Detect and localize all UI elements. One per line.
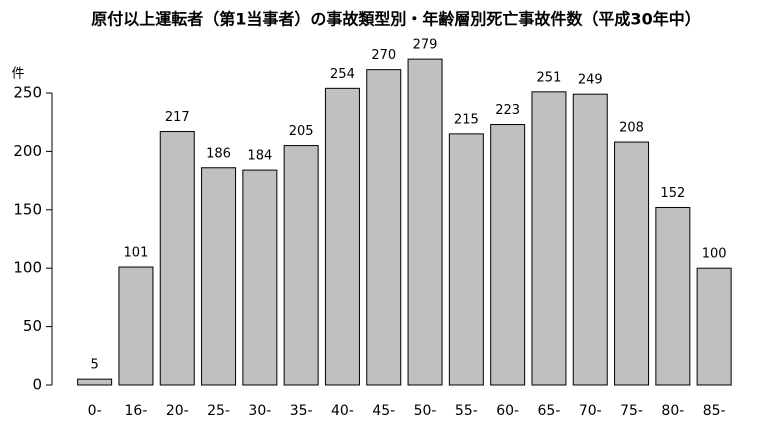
bar [614, 141, 650, 386]
value-label: 279 [413, 38, 438, 53]
x-tick-label: 80- [661, 403, 684, 419]
value-label: 5 [91, 358, 99, 373]
x-tick-label: 65- [538, 403, 561, 419]
value-label: 184 [247, 149, 272, 164]
value-label: 223 [495, 103, 520, 118]
y-tick-label: 150 [13, 200, 42, 218]
value-label: 249 [578, 73, 603, 88]
x-tick-label: 50- [414, 403, 437, 419]
x-tick-label: 60- [496, 403, 519, 419]
x-tick-label: 25- [207, 403, 230, 419]
bar [572, 93, 608, 386]
value-label: 208 [619, 121, 644, 136]
bar [490, 124, 526, 386]
x-tick-label: 70- [579, 403, 602, 419]
bar [531, 91, 567, 386]
y-tick-label: 0 [32, 376, 42, 394]
value-label: 101 [124, 246, 149, 261]
value-label: 152 [660, 186, 685, 201]
value-label: 100 [702, 247, 727, 262]
y-tick-label: 200 [13, 142, 42, 160]
x-tick-label: 55- [455, 403, 478, 419]
y-axis-label: 件 [11, 67, 24, 82]
x-tick-label: 75- [620, 403, 643, 419]
x-tick-label: 0- [88, 403, 102, 419]
x-tick-label: 20- [166, 403, 189, 419]
y-tick-label: 50 [23, 317, 42, 335]
chart-title: 原付以上運転者（第1当事者）の事故類型別・年齢層別死亡事故件数（平成30年中） [91, 10, 700, 29]
bar [201, 167, 237, 386]
value-label: 186 [206, 146, 231, 161]
y-tick-label: 250 [13, 84, 42, 102]
value-label: 205 [289, 124, 314, 139]
bar [407, 58, 443, 386]
bar [696, 267, 732, 386]
value-label: 215 [454, 112, 479, 127]
x-tick-label: 40- [331, 403, 354, 419]
bar [77, 378, 113, 386]
bar [448, 133, 484, 386]
value-label: 254 [330, 67, 355, 82]
y-tick-label: 100 [13, 259, 42, 277]
bar [242, 169, 278, 386]
bar [655, 206, 691, 386]
x-tick-label: 30- [248, 403, 271, 419]
bar [283, 145, 319, 386]
value-label: 251 [537, 70, 562, 85]
x-tick-label: 35- [290, 403, 313, 419]
bar [118, 266, 154, 386]
value-label: 270 [371, 48, 396, 63]
x-tick-label: 16- [125, 403, 148, 419]
bar [366, 69, 402, 386]
x-tick-label: 45- [372, 403, 395, 419]
x-tick-label: 85- [703, 403, 726, 419]
bar [159, 131, 195, 386]
bar [324, 87, 360, 386]
value-label: 217 [165, 110, 190, 125]
